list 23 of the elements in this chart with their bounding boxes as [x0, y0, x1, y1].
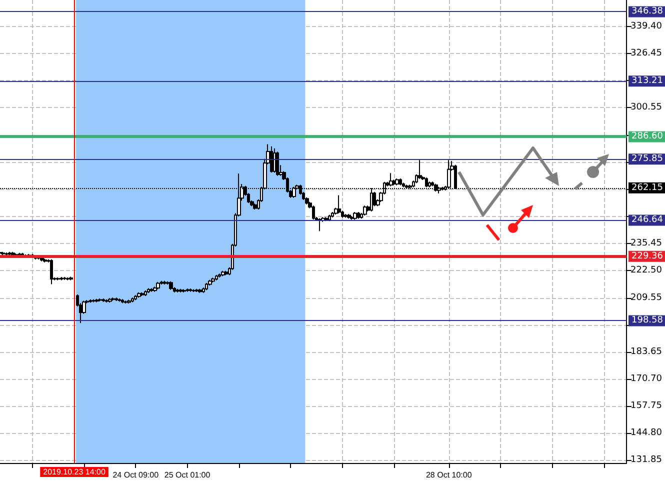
ref-line-label: 246.64	[632, 215, 664, 226]
x-tick-label: 28 Oct 10:00	[426, 470, 472, 480]
ref-line-label: 346.38	[632, 6, 664, 17]
x-tick-label: 24 Oct 09:00	[112, 470, 160, 480]
y-tick-label: 144.80	[630, 428, 662, 438]
y-tick-label: 300.55	[630, 102, 662, 113]
y-tick-label: 235.45	[630, 238, 662, 249]
y-tick-label: 170.70	[630, 374, 662, 384]
y-tick-label: 157.75	[630, 401, 662, 412]
x-tick-label: 25 Oct 01:00	[164, 470, 211, 480]
y-tick-label: 131.85	[630, 455, 662, 466]
ref-line-label: 286.60	[632, 132, 664, 142]
ref-line-label: 198.58	[632, 316, 664, 326]
ref-line-label: 313.21	[632, 76, 664, 86]
ref-line-label: 275.85	[632, 154, 664, 164]
ref-line-label: 2019.10.23 14:00	[43, 468, 106, 476]
y-tick-label: 209.55	[630, 292, 662, 303]
ref-line-label: 229.36	[632, 251, 664, 262]
y-tick-label: 222.50	[630, 266, 662, 276]
y-tick-label: 339.40	[630, 21, 662, 32]
y-tick-label: 183.65	[630, 346, 662, 357]
y-tick-label: 326.45	[630, 48, 662, 58]
ref-line-label: 262.15	[632, 182, 664, 193]
